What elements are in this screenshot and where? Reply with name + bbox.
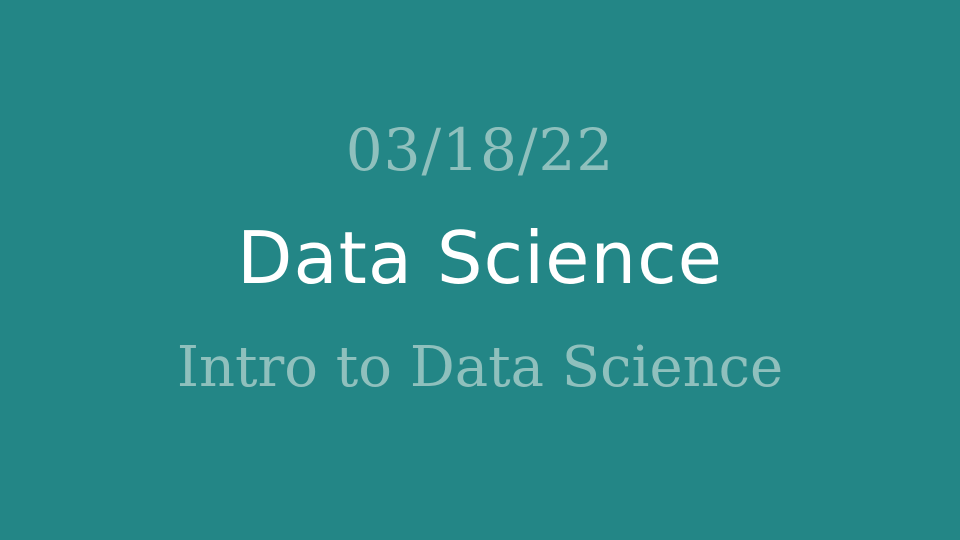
- slide-subtitle: Intro to Data Science: [176, 335, 784, 400]
- slide-date: 03/18/22: [345, 116, 615, 184]
- slide-title: Data Science: [237, 216, 723, 300]
